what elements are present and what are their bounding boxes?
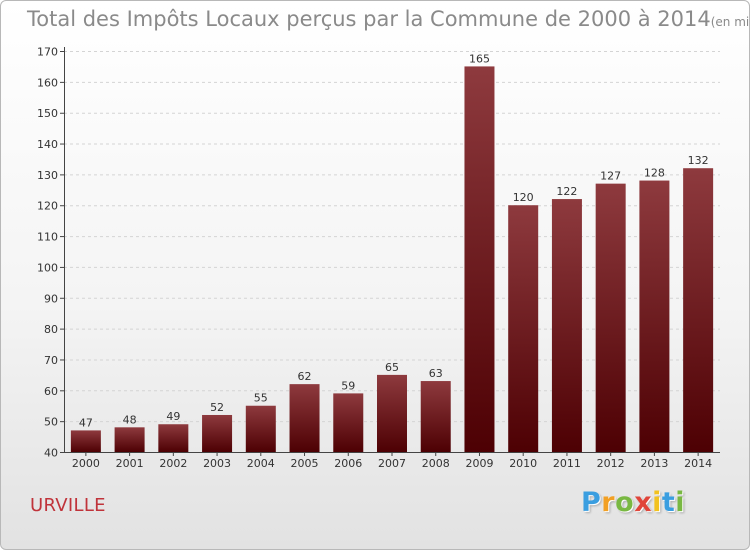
x-tick-label: 2010 bbox=[509, 457, 537, 470]
data-label: 165 bbox=[469, 52, 490, 65]
x-tick-label: 2012 bbox=[597, 457, 625, 470]
axes: 40 50 60 70 80 90 100 110 120 130 140 150 160 170 2000… bbox=[37, 46, 720, 470]
bar-2006 bbox=[333, 393, 364, 452]
bar-2011 bbox=[551, 199, 582, 452]
x-tick-label: 2006 bbox=[334, 457, 362, 470]
bar-2002 bbox=[158, 424, 189, 452]
x-tick-label: 2000 bbox=[72, 457, 100, 470]
y-tick-label: 70 bbox=[44, 354, 58, 367]
y-tick-label: 130 bbox=[37, 169, 58, 182]
bar-2003 bbox=[202, 414, 233, 452]
bar-2014 bbox=[683, 168, 714, 452]
logo-letter: o bbox=[615, 487, 635, 518]
data-label: 47 bbox=[79, 416, 93, 429]
bar-2001 bbox=[114, 427, 145, 452]
data-label: 128 bbox=[644, 167, 665, 180]
logo-letter: i bbox=[652, 487, 662, 518]
data-label: 132 bbox=[688, 154, 709, 167]
x-tick-label: 2014 bbox=[684, 457, 712, 470]
logo-letter: r bbox=[601, 487, 616, 518]
data-label: 120 bbox=[513, 191, 534, 204]
commune-name: URVILLE bbox=[30, 495, 106, 516]
bar-2008 bbox=[420, 381, 451, 452]
data-label: 52 bbox=[210, 401, 224, 414]
x-tick-label: 2013 bbox=[640, 457, 668, 470]
y-tick-label: 140 bbox=[37, 138, 58, 151]
y-tick-label: 40 bbox=[44, 447, 58, 460]
chart-title: Total des Impôts Locaux perçus par la Co… bbox=[27, 7, 750, 31]
logo-letter: x bbox=[634, 487, 653, 518]
data-label: 62 bbox=[298, 370, 312, 383]
logo-letter: i bbox=[675, 487, 686, 518]
x-tick-label: 2005 bbox=[291, 457, 319, 470]
bars: 47 48 49 52 55 62 59 65 63 165 120 122 127 128 132 bbox=[70, 52, 714, 453]
y-tick-label: 160 bbox=[37, 76, 58, 89]
data-label: 55 bbox=[254, 392, 268, 405]
x-tick-label: 2008 bbox=[422, 457, 450, 470]
y-tick-label: 150 bbox=[37, 107, 58, 120]
x-tick-label: 2009 bbox=[465, 457, 493, 470]
bar-2007 bbox=[377, 374, 407, 452]
proxiti-logo: Proxiti bbox=[581, 487, 685, 518]
bar-2010 bbox=[508, 205, 539, 452]
y-tick-label: 90 bbox=[44, 292, 58, 305]
bar-2004 bbox=[245, 405, 276, 452]
data-label: 65 bbox=[385, 361, 399, 374]
chart-title-unit: (en milliers d'€) bbox=[710, 15, 750, 29]
logo-letter: P bbox=[581, 487, 602, 518]
data-label: 63 bbox=[429, 367, 443, 380]
x-tick-label: 2002 bbox=[159, 457, 187, 470]
data-label: 49 bbox=[166, 410, 180, 423]
bar-2005 bbox=[289, 384, 320, 452]
y-tick-label: 80 bbox=[44, 323, 58, 336]
data-label: 127 bbox=[600, 170, 621, 183]
bar-2012 bbox=[595, 183, 626, 452]
bar-2013 bbox=[639, 180, 670, 453]
logo-letter: t bbox=[661, 487, 676, 518]
x-tick-label: 2004 bbox=[247, 457, 275, 470]
x-tick-label: 2007 bbox=[378, 457, 406, 470]
x-tick-label: 2003 bbox=[203, 457, 231, 470]
y-tick-label: 60 bbox=[44, 385, 58, 398]
y-tick-label: 100 bbox=[37, 261, 58, 274]
y-tick-label: 170 bbox=[37, 46, 58, 59]
x-tick-label: 2001 bbox=[116, 457, 144, 470]
data-label: 48 bbox=[123, 413, 137, 426]
x-tick-label: 2011 bbox=[553, 457, 581, 470]
y-tick-label: 50 bbox=[44, 416, 58, 429]
y-tick-label: 120 bbox=[37, 200, 58, 213]
bar-2000 bbox=[70, 430, 101, 452]
chart-title-text: Total des Impôts Locaux perçus par la Co… bbox=[27, 7, 711, 31]
bar-2009 bbox=[464, 66, 495, 452]
data-label: 122 bbox=[556, 185, 577, 198]
data-label: 59 bbox=[341, 379, 355, 392]
y-tick-label: 110 bbox=[37, 231, 58, 244]
